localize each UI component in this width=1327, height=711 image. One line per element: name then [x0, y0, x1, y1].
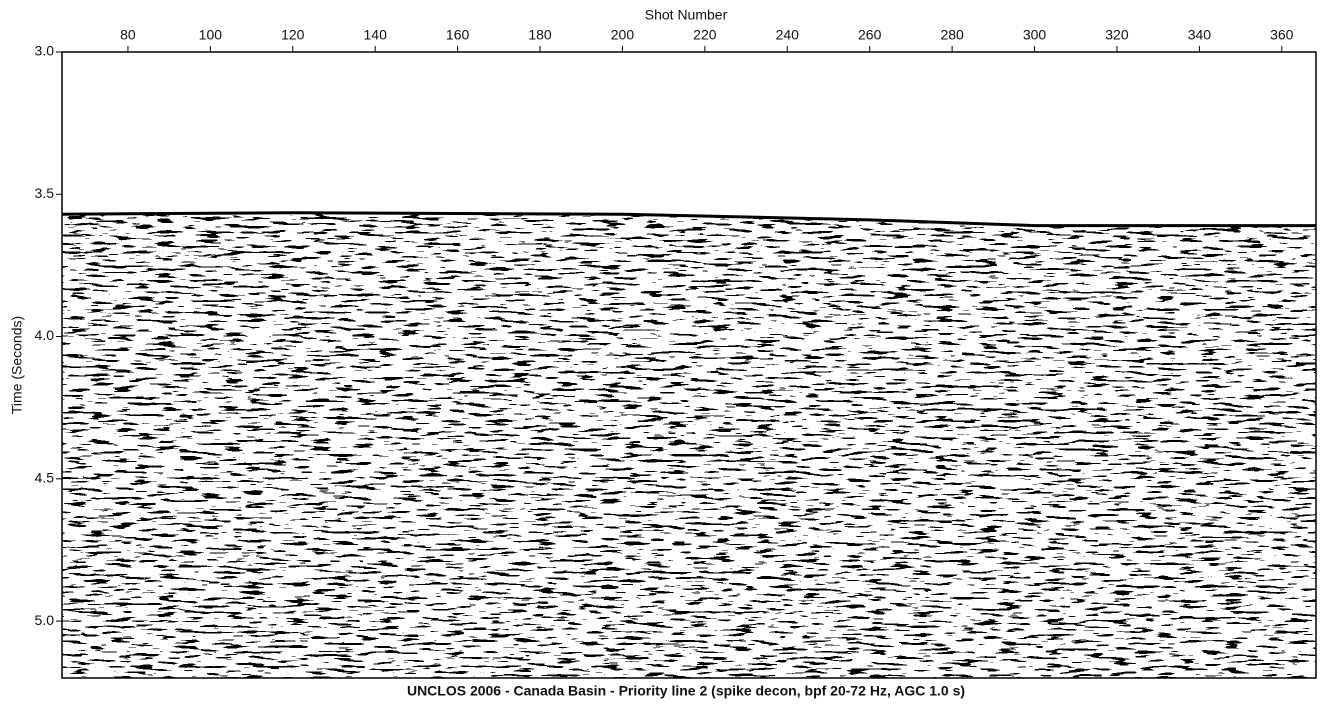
- x-tick-label: 340: [1188, 27, 1212, 43]
- y-tick-label: 4.5: [35, 470, 55, 486]
- plot-frame: [61, 51, 1317, 679]
- x-tick-label: 360: [1270, 27, 1294, 43]
- x-axis-label: Shot Number: [645, 7, 728, 23]
- x-tick-label: 280: [940, 27, 964, 43]
- x-tick-label: 220: [693, 27, 717, 43]
- chart-title: UNCLOS 2006 - Canada Basin - Priority li…: [407, 683, 965, 699]
- x-tick-label: 80: [120, 27, 136, 43]
- seafloor-reflector: [61, 211, 1316, 228]
- y-tick-label: 3.0: [35, 43, 55, 59]
- x-tick-label: 320: [1105, 27, 1129, 43]
- x-tick-label: 260: [858, 27, 882, 43]
- y-tick-label: 5.0: [35, 612, 55, 628]
- y-tick-label: 4.0: [35, 327, 55, 343]
- y-tick-label: 3.5: [35, 185, 55, 201]
- x-tick-label: 140: [364, 27, 388, 43]
- x-tick-label: 200: [611, 27, 635, 43]
- x-tick-label: 300: [1023, 27, 1047, 43]
- x-tick-label: 100: [199, 27, 223, 43]
- seismic-texture: [62, 212, 1316, 678]
- y-axis-label: Time (Seconds): [9, 316, 25, 414]
- x-tick-label: 240: [776, 27, 800, 43]
- x-tick-label: 120: [281, 27, 305, 43]
- x-tick-label: 180: [528, 27, 552, 43]
- x-tick-label: 160: [446, 27, 470, 43]
